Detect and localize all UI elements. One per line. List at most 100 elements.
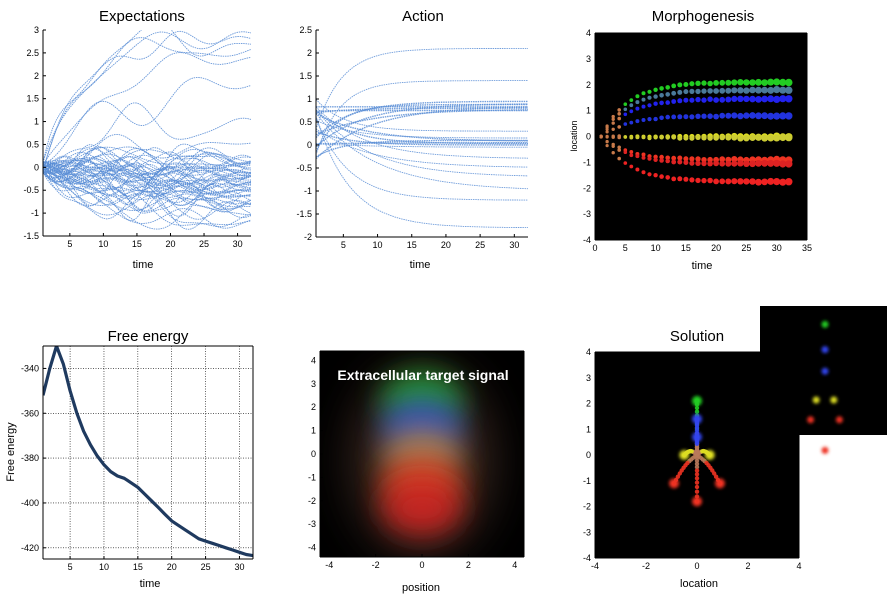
morphogenesis-point — [659, 100, 664, 106]
expectations-series-line — [43, 161, 251, 193]
morphogenesis-point — [725, 178, 732, 185]
expectations-series-line — [43, 157, 251, 197]
morphogenesis-point — [785, 133, 793, 142]
morphogenesis-point — [761, 86, 768, 94]
expectations-series-line — [43, 163, 251, 204]
morphogenesis-point — [749, 160, 756, 168]
morphogenesis-xlabel: time — [692, 260, 713, 272]
expectations-ytick-label: 3 — [34, 25, 39, 35]
morphogenesis-point — [605, 135, 609, 139]
solution-xtick-label: -4 — [591, 561, 599, 571]
expectations-series-line — [43, 30, 251, 163]
morphogenesis-point — [689, 177, 695, 183]
morphogenesis-point — [659, 115, 664, 121]
morphogenesis-point — [785, 78, 793, 87]
action-xtick-label: 15 — [407, 240, 417, 250]
morphogenesis-point — [671, 155, 677, 161]
expectations-series-line — [43, 162, 251, 200]
action-xtick-label: 5 — [341, 240, 346, 250]
action-ytick-label: -1.5 — [296, 209, 312, 219]
action-ytick-label: 1.5 — [299, 71, 312, 81]
morphogenesis-point — [635, 106, 640, 111]
morphogenesis-ytick-label: -2 — [583, 183, 591, 193]
morphogenesis-point — [713, 113, 719, 120]
morphogenesis-point — [725, 134, 732, 141]
morphogenesis-point — [683, 114, 689, 120]
action-title: Action — [402, 8, 444, 25]
free-energy-xtick-label: 5 — [68, 562, 73, 572]
action-series-line — [316, 130, 528, 146]
morphogenesis-point — [731, 95, 738, 102]
morphogenesis-point — [701, 80, 707, 86]
expectations-series-line — [43, 155, 251, 192]
morphogenesis-point — [689, 114, 695, 120]
morphogenesis-point — [629, 150, 634, 154]
solution-trail-dot — [694, 461, 700, 467]
morphogenesis-point — [665, 135, 670, 140]
morphogenesis-point — [647, 95, 652, 100]
action-series-line — [316, 99, 528, 132]
expectations-xtick-label: 5 — [67, 239, 72, 249]
signal-ytick-label: -3 — [308, 519, 316, 529]
morphogenesis-point — [635, 135, 640, 140]
morphogenesis-point — [695, 80, 701, 87]
morphogenesis-point — [683, 135, 689, 141]
morphogenesis-point — [761, 178, 768, 186]
signal-ytick-label: 0 — [311, 449, 316, 459]
action-series-line — [316, 112, 528, 142]
morphogenesis-point — [659, 158, 664, 163]
morphogenesis-point — [779, 78, 787, 86]
morphogenesis-point — [677, 98, 683, 104]
morphogenesis-point — [677, 176, 683, 182]
morphogenesis-point — [623, 122, 628, 126]
action-series-line — [316, 107, 528, 114]
morphogenesis-point — [779, 86, 787, 94]
morphogenesis-point — [617, 148, 621, 152]
morphogenesis-xtick-label: 20 — [711, 243, 721, 253]
solution-cell — [679, 450, 690, 460]
morphogenesis-point — [695, 160, 701, 166]
solution-ytick-label: -3 — [583, 527, 591, 537]
action-series-line — [316, 47, 528, 130]
morphogenesis-point — [725, 79, 732, 86]
morphogenesis-point — [695, 134, 701, 140]
morphogenesis-point — [767, 78, 775, 86]
solution-trail-dot — [675, 474, 681, 479]
morphogenesis-point — [671, 134, 677, 140]
action-series-line — [316, 109, 528, 112]
morphogenesis-point — [665, 158, 670, 164]
morphogenesis-point — [623, 112, 628, 117]
morphogenesis-point — [773, 134, 781, 142]
solution-cell — [692, 431, 702, 442]
morphogenesis-point — [689, 156, 695, 162]
morphogenesis-point — [755, 178, 762, 186]
morphogenesis-point — [785, 86, 793, 94]
morphogenesis-point — [665, 175, 670, 180]
morphogenesis-point — [659, 86, 664, 91]
morphogenesis-point — [701, 88, 707, 94]
morphogenesis-xtick-label: 5 — [623, 243, 628, 253]
expectations-series-line — [43, 146, 251, 187]
free-energy-ytick-label: -400 — [21, 498, 39, 508]
morphogenesis-point — [707, 80, 713, 87]
morphogenesis-points — [599, 78, 793, 186]
morphogenesis-point — [641, 152, 646, 157]
free-energy-xtick-label: 30 — [234, 562, 244, 572]
solution-ytick-label: -4 — [583, 553, 591, 563]
solution-cell — [714, 478, 725, 489]
morphogenesis-point — [641, 135, 646, 140]
morphogenesis-point — [767, 95, 775, 103]
morphogenesis-point — [605, 140, 609, 144]
action-series-line — [316, 109, 528, 145]
morphogenesis-point — [713, 88, 719, 94]
expectations-series-line — [43, 170, 251, 212]
morphogenesis-point — [737, 135, 744, 142]
action-ytick-label: -0.5 — [296, 163, 312, 173]
morphogenesis-point — [767, 112, 775, 120]
expectations-series-line — [43, 146, 251, 176]
morphogenesis-point — [785, 160, 793, 168]
morphogenesis-point — [611, 117, 615, 122]
morphogenesis-point — [779, 133, 787, 142]
expectations-series-line — [43, 171, 251, 217]
morphogenesis-point — [773, 95, 781, 103]
